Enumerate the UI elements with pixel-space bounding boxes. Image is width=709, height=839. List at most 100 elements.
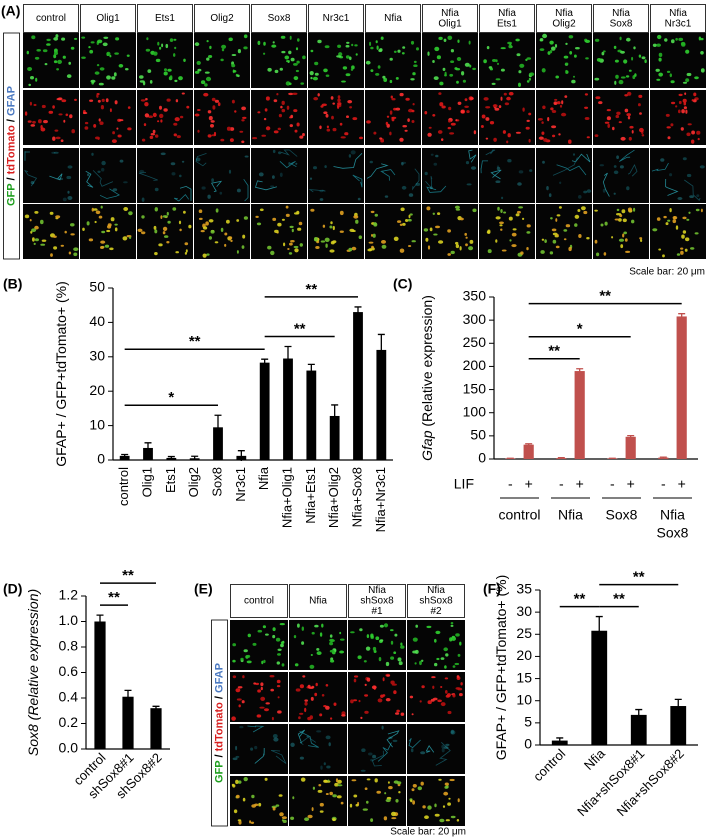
column-header-box [308, 4, 364, 33]
cell [528, 77, 532, 81]
cell [302, 55, 306, 60]
cell [455, 208, 461, 211]
cell [197, 129, 200, 133]
cell [95, 210, 101, 215]
cell [214, 241, 219, 244]
cell [207, 194, 211, 199]
cell [396, 709, 400, 713]
cell [340, 638, 345, 641]
cell [594, 209, 598, 212]
cell [434, 46, 440, 52]
y-tick-label: 20 [516, 647, 532, 663]
y-tick-label: 250 [463, 334, 487, 350]
cell [208, 236, 212, 240]
cell [441, 744, 445, 749]
cell [292, 92, 298, 96]
error-bar [556, 737, 564, 744]
cell [125, 68, 129, 71]
cell [203, 226, 208, 230]
cell [682, 81, 688, 84]
cell [526, 224, 531, 228]
cell [626, 37, 631, 42]
cell [556, 101, 561, 105]
cell [105, 98, 109, 103]
cell [290, 57, 295, 62]
cell [329, 249, 335, 253]
cell [503, 92, 507, 96]
cell [273, 99, 278, 103]
cell [275, 804, 280, 807]
cell [259, 208, 264, 212]
cell [317, 39, 322, 44]
error-bar [214, 414, 222, 440]
cell [27, 67, 33, 71]
bar [658, 457, 669, 459]
cell [454, 662, 460, 666]
column-header: Nfia [427, 585, 445, 596]
cell [152, 129, 156, 134]
cell [27, 120, 32, 123]
cell [447, 35, 453, 40]
cell [616, 213, 622, 216]
cell [339, 631, 342, 635]
cell [53, 51, 59, 55]
cell [40, 125, 43, 129]
cell [239, 130, 244, 133]
cell [237, 74, 240, 78]
cell [447, 253, 452, 256]
cell [351, 43, 354, 47]
cell [438, 778, 442, 781]
cell [128, 211, 133, 216]
cell [613, 192, 616, 195]
cell [459, 693, 463, 697]
cell [540, 250, 545, 254]
cell [372, 646, 377, 651]
significance-label: * [577, 321, 583, 338]
error-bar [557, 456, 565, 459]
cell [433, 697, 438, 701]
glial-process [602, 172, 610, 197]
cell [628, 136, 632, 141]
micrograph [80, 90, 136, 145]
cell [96, 64, 100, 67]
cell [450, 60, 455, 63]
cell [252, 642, 257, 646]
cell [287, 248, 290, 250]
cell [599, 164, 604, 167]
cell [278, 794, 283, 797]
channel-name: / [5, 116, 17, 125]
cell [57, 59, 62, 64]
cell [425, 237, 429, 242]
scale-bar-label: Scale bar: 20 μm [390, 827, 466, 838]
error-bar [678, 313, 686, 320]
cell [662, 254, 665, 258]
cell [74, 98, 77, 101]
cell [399, 137, 404, 142]
cell [146, 37, 149, 41]
cell [255, 215, 259, 218]
cell [671, 39, 675, 44]
cell [652, 228, 658, 232]
cell [378, 49, 383, 53]
cell [272, 175, 275, 179]
cell [386, 115, 390, 118]
cell [353, 794, 358, 798]
channel-label-box [3, 32, 20, 260]
micrograph [407, 776, 465, 826]
cell [330, 659, 335, 663]
bar [676, 316, 687, 459]
cell [355, 803, 359, 807]
cell [464, 62, 470, 67]
bar [122, 696, 134, 749]
glial-process [425, 175, 433, 189]
cell [207, 134, 212, 138]
cell [272, 41, 275, 44]
cell [61, 37, 66, 41]
cell [550, 217, 553, 220]
cell [294, 248, 299, 253]
cell [419, 700, 422, 703]
cell [450, 815, 456, 819]
panel-label: (E) [194, 581, 213, 597]
cell [310, 208, 315, 212]
